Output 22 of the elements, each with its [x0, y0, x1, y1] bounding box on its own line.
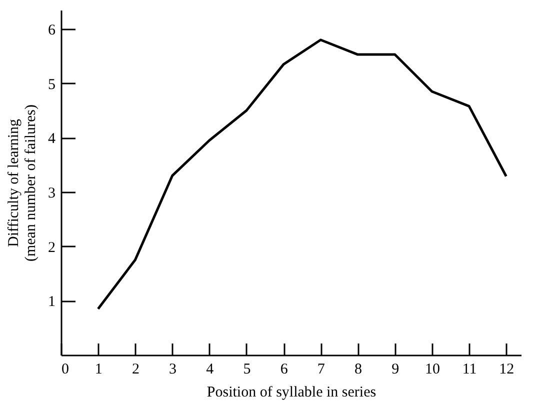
y-tick-label: 4: [48, 131, 56, 148]
y-tick-label: 2: [48, 240, 56, 256]
x-tick-label: 1: [94, 362, 102, 378]
x-tick-label: 0: [62, 362, 69, 378]
x-tick-label: 4: [206, 362, 214, 378]
y-tick-label: 3: [48, 186, 56, 202]
x-tick-label: 7: [317, 362, 326, 378]
x-tick-label: 5: [243, 362, 251, 378]
x-tick-label: 10: [424, 362, 440, 378]
y-tick-label: 5: [48, 76, 56, 93]
y-tick-label: 6: [48, 22, 56, 39]
x-tick-label: 2: [132, 362, 140, 378]
x-tick-label: 11: [462, 362, 477, 378]
x-tick-label: 12: [499, 362, 514, 378]
y-tick-label: 1: [48, 294, 56, 310]
line-series: [96, 38, 508, 310]
x-axis-title: Position of syllable in series: [206, 384, 376, 400]
y-axis-title: Difficulty of learning (mean number of failures): [6, 104, 39, 262]
x-tick-label: 9: [392, 362, 400, 378]
x-tick-label: 8: [354, 362, 362, 378]
x-tick-label: 6: [280, 362, 288, 378]
x-tick-label: 3: [169, 362, 177, 378]
